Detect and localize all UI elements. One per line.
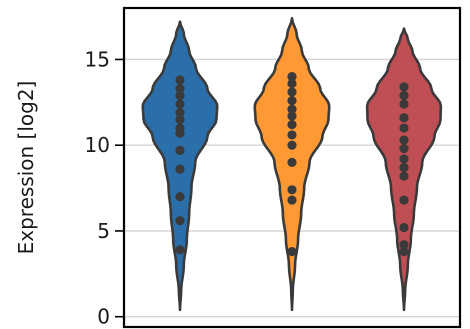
data-point <box>287 195 297 205</box>
data-point <box>175 84 185 94</box>
data-point <box>399 195 409 205</box>
data-point <box>399 171 409 181</box>
data-point <box>175 245 185 255</box>
data-point <box>175 164 185 174</box>
data-point <box>399 113 409 123</box>
data-point <box>175 99 185 109</box>
y-tick-label: 15 <box>85 47 110 71</box>
data-point <box>399 123 409 133</box>
data-point <box>175 192 185 202</box>
data-point <box>399 82 409 92</box>
data-point <box>399 222 409 233</box>
data-point <box>287 130 297 140</box>
data-point <box>287 104 297 114</box>
data-point <box>175 75 185 85</box>
data-point <box>175 123 185 133</box>
data-point <box>287 96 297 106</box>
data-point <box>287 185 297 195</box>
data-point <box>399 240 409 250</box>
y-tick-label: 0 <box>97 305 110 329</box>
data-point <box>175 108 185 118</box>
data-point <box>399 246 409 257</box>
y-tick-label: 10 <box>85 133 110 157</box>
y-tick-label: 5 <box>97 219 110 243</box>
plot-frame <box>122 6 462 329</box>
data-point <box>399 99 409 109</box>
data-point <box>399 162 409 173</box>
data-point <box>287 72 297 82</box>
data-point <box>287 140 297 150</box>
y-axis-ticks: 0 5 10 15 <box>85 47 124 329</box>
data-point <box>287 111 297 121</box>
data-point <box>399 154 409 164</box>
data-points <box>175 72 409 257</box>
data-point <box>399 90 409 101</box>
y-axis-label: Expression [log2] <box>14 81 38 255</box>
data-point <box>175 216 185 226</box>
data-point <box>287 120 297 130</box>
data-point <box>175 114 185 125</box>
data-point <box>287 157 297 167</box>
data-point <box>287 246 297 257</box>
data-point <box>287 78 297 89</box>
data-point <box>287 87 297 97</box>
data-point <box>399 144 409 154</box>
data-point <box>175 90 185 101</box>
data-point <box>399 135 409 145</box>
data-point <box>175 145 185 155</box>
